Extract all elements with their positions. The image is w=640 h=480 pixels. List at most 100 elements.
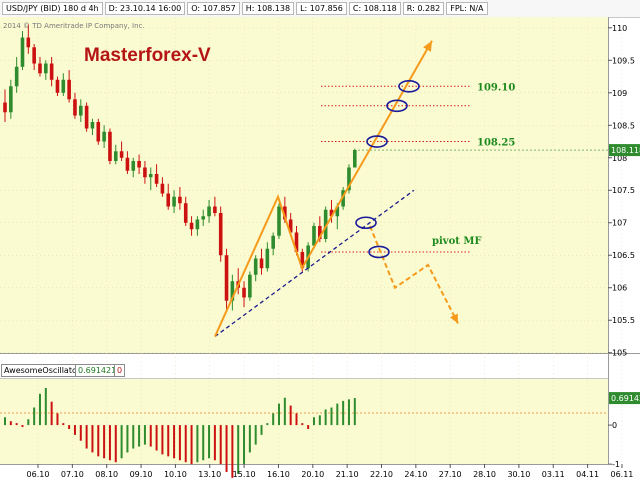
- ao-bar[interactable]: [85, 425, 88, 449]
- ao-bar[interactable]: [143, 425, 146, 445]
- candle-body[interactable]: [96, 122, 101, 142]
- ao-bar[interactable]: [243, 425, 246, 465]
- candle-body[interactable]: [78, 105, 83, 116]
- candle-body[interactable]: [125, 157, 130, 171]
- ao-bar[interactable]: [38, 393, 41, 426]
- candle-body[interactable]: [84, 105, 89, 129]
- candle-body[interactable]: [108, 131, 112, 162]
- ao-bar[interactable]: [56, 413, 59, 426]
- ao-bar[interactable]: [15, 423, 18, 426]
- wave-projection-line[interactable]: [214, 40, 433, 337]
- candle-body[interactable]: [341, 190, 345, 207]
- ao-bar[interactable]: [103, 425, 106, 459]
- candle-body[interactable]: [271, 235, 275, 249]
- candle-body[interactable]: [143, 167, 147, 178]
- ao-bar[interactable]: [295, 413, 298, 426]
- ao-bar[interactable]: [219, 425, 222, 465]
- ao-bar[interactable]: [27, 419, 30, 426]
- price-pane[interactable]: [0, 17, 608, 353]
- candle-body[interactable]: [61, 79, 66, 93]
- ao-bar[interactable]: [347, 399, 350, 426]
- ao-bar[interactable]: [272, 413, 275, 426]
- candle-body[interactable]: [224, 255, 229, 301]
- ao-bar[interactable]: [173, 425, 176, 459]
- ao-bar[interactable]: [190, 425, 193, 465]
- ao-bar[interactable]: [97, 425, 100, 457]
- candle-body[interactable]: [9, 86, 13, 113]
- ao-bar[interactable]: [213, 425, 216, 461]
- ao-bar[interactable]: [278, 403, 281, 426]
- candle-body[interactable]: [14, 66, 19, 87]
- ao-bar[interactable]: [114, 425, 117, 463]
- candle-body[interactable]: [318, 225, 322, 239]
- candle-body[interactable]: [213, 206, 217, 213]
- ao-bar[interactable]: [138, 425, 141, 447]
- target-ellipse[interactable]: [398, 79, 420, 93]
- candle-body[interactable]: [49, 63, 54, 80]
- indicator-name-label[interactable]: AwesomeOscillator: [1, 364, 84, 377]
- ao-bar[interactable]: [318, 415, 321, 426]
- candle-body[interactable]: [44, 63, 48, 74]
- ao-bar[interactable]: [178, 425, 181, 461]
- indicator-pane[interactable]: [0, 379, 608, 464]
- ao-bar[interactable]: [336, 403, 339, 426]
- candle-body[interactable]: [248, 274, 252, 298]
- candle-body[interactable]: [323, 209, 328, 239]
- ao-bar[interactable]: [301, 423, 304, 426]
- ao-bar[interactable]: [126, 425, 129, 453]
- candle-body[interactable]: [277, 206, 281, 236]
- ao-bar[interactable]: [225, 425, 228, 472]
- candle-body[interactable]: [131, 161, 136, 171]
- ao-bar[interactable]: [167, 425, 170, 457]
- ao-bar[interactable]: [260, 425, 263, 435]
- candle-body[interactable]: [259, 258, 264, 269]
- ao-bar[interactable]: [155, 425, 158, 451]
- ao-bar[interactable]: [342, 400, 345, 426]
- ao-bar[interactable]: [231, 425, 234, 478]
- candle-body[interactable]: [113, 151, 118, 162]
- target-ellipse[interactable]: [355, 216, 377, 230]
- candle-body[interactable]: [148, 174, 153, 178]
- target-ellipse[interactable]: [386, 99, 408, 113]
- candle-body[interactable]: [67, 79, 71, 100]
- candle-body[interactable]: [154, 174, 159, 184]
- ao-bar[interactable]: [248, 425, 251, 453]
- ao-bar[interactable]: [196, 425, 199, 463]
- candle-body[interactable]: [119, 151, 124, 158]
- ao-bar[interactable]: [184, 425, 187, 463]
- ao-bar[interactable]: [330, 407, 333, 426]
- candle-body[interactable]: [353, 149, 357, 168]
- candle-body[interactable]: [195, 219, 200, 230]
- candle-body[interactable]: [32, 47, 36, 64]
- ao-bar[interactable]: [254, 425, 257, 445]
- ao-bar[interactable]: [68, 425, 71, 429]
- candle-body[interactable]: [294, 232, 299, 252]
- ao-bar[interactable]: [237, 425, 240, 474]
- ao-bar[interactable]: [324, 409, 327, 426]
- ao-bar[interactable]: [283, 397, 286, 426]
- ao-bar[interactable]: [4, 417, 6, 426]
- candle-body[interactable]: [300, 251, 305, 269]
- ao-bar[interactable]: [353, 398, 356, 426]
- candle-body[interactable]: [335, 206, 340, 217]
- candle-body[interactable]: [178, 196, 182, 204]
- candle-body[interactable]: [55, 79, 60, 93]
- target-ellipse[interactable]: [366, 135, 388, 148]
- ao-bar[interactable]: [132, 425, 135, 449]
- chart-canvas[interactable]: 105 105.5 106 106.5 107 107.5 108 108.5 109 109.5…: [0, 17, 640, 480]
- ao-bar[interactable]: [307, 425, 310, 429]
- candle-body[interactable]: [329, 209, 334, 217]
- candle-body[interactable]: [253, 258, 258, 275]
- candle-body[interactable]: [172, 196, 176, 207]
- ao-bar[interactable]: [120, 425, 123, 459]
- candle-body[interactable]: [201, 216, 206, 220]
- ao-bar[interactable]: [149, 425, 152, 447]
- candle-body[interactable]: [3, 102, 7, 113]
- candle-body[interactable]: [73, 99, 77, 116]
- candle-body[interactable]: [26, 37, 31, 48]
- candle-body[interactable]: [20, 37, 25, 67]
- ao-bar[interactable]: [208, 425, 211, 459]
- candle-body[interactable]: [283, 206, 287, 220]
- ao-bar[interactable]: [21, 425, 24, 428]
- candle-body[interactable]: [137, 161, 141, 168]
